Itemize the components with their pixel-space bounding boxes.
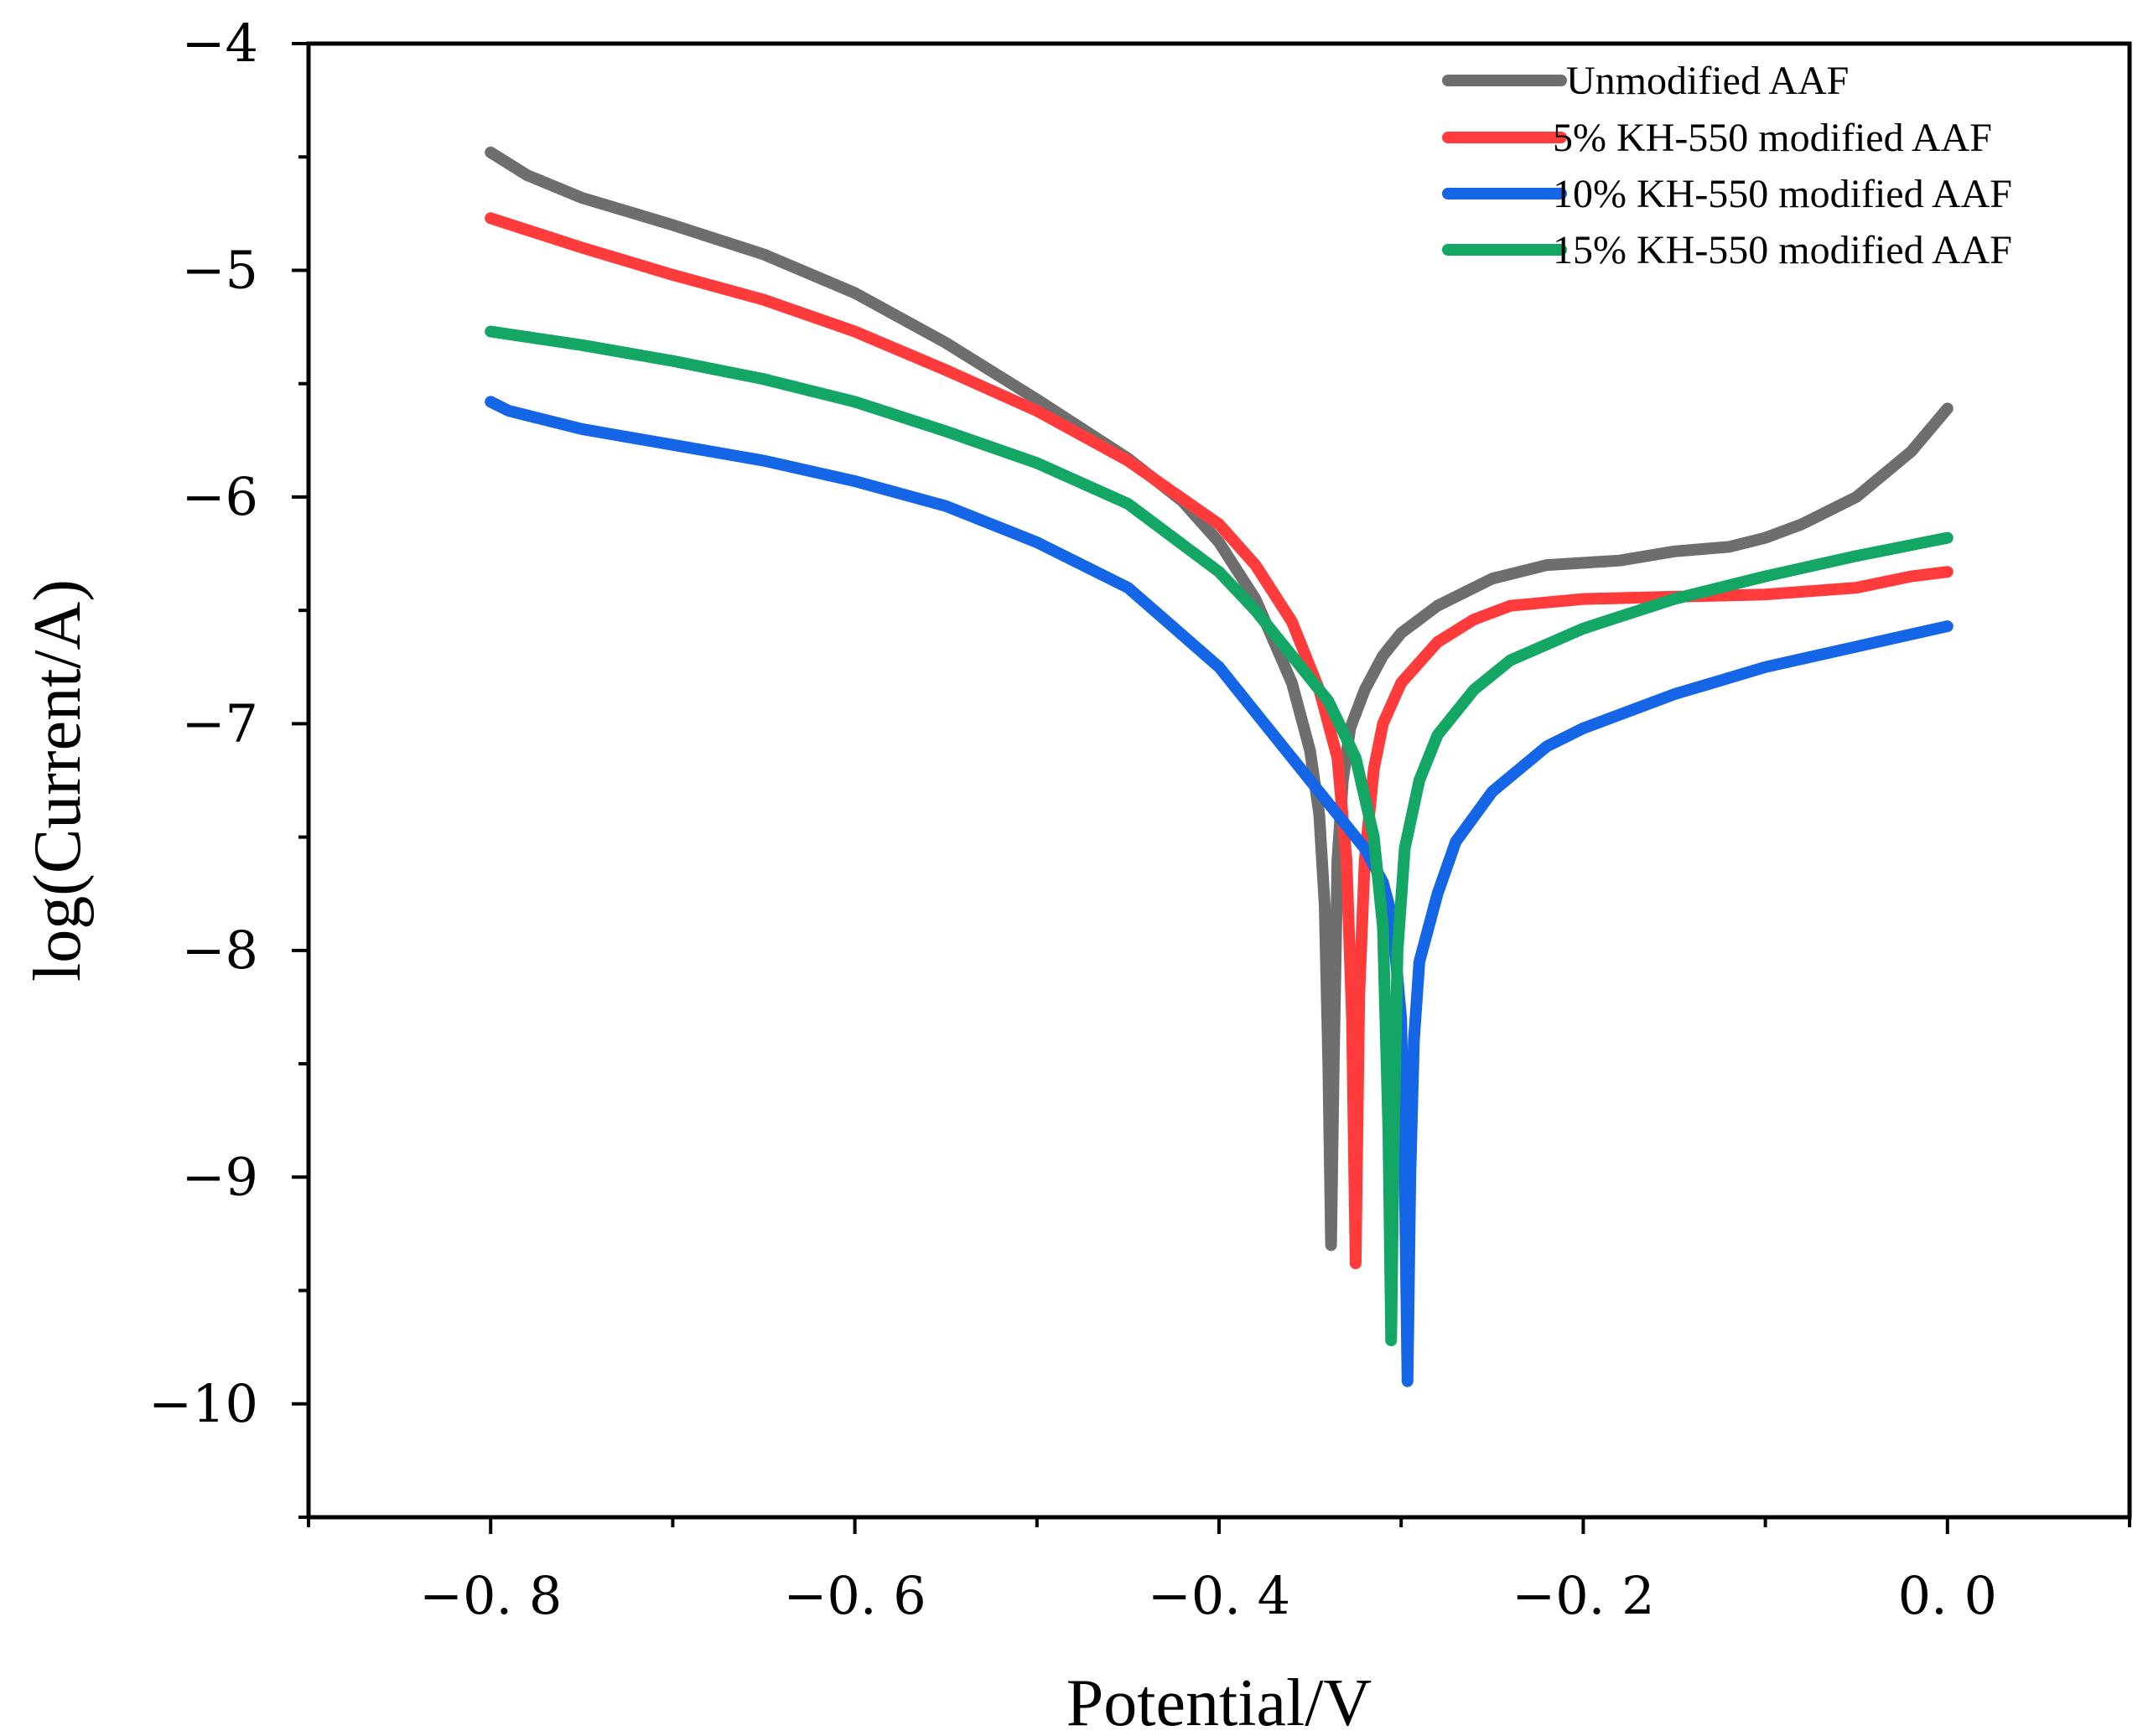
x-tick-label: −0. 8	[419, 1565, 562, 1626]
y-tick-label: −7	[182, 692, 258, 754]
legend-label: 5% KH-550 modified AAF	[1553, 116, 1992, 160]
series-line-2	[485, 212, 1953, 1270]
y-axis-label: log(Current/A)	[21, 579, 95, 982]
y-tick-label: −5	[182, 239, 258, 300]
series-line-1	[485, 146, 1953, 1251]
series-lines	[485, 146, 1953, 1387]
legend-label: 10% KH-550 modified AAF	[1553, 172, 2012, 216]
x-axis-label: Potential/V	[1066, 1666, 1372, 1736]
y-tick-label: −9	[182, 1146, 258, 1207]
x-axis-ticks: −0. 8 −0. 6 −0. 4 −0. 2 0. 0	[307, 1517, 2131, 1626]
series-line-4	[485, 325, 1953, 1346]
y-tick-label: −8	[182, 920, 258, 981]
y-tick-label: −6	[182, 466, 258, 527]
legend-label: 15% KH-550 modified AAF	[1553, 228, 2012, 272]
y-axis-ticks: −4 −5 −6 −7 −8 −9 −10	[148, 13, 309, 1519]
series-line-3	[485, 396, 1953, 1387]
x-tick-label: −0. 6	[783, 1565, 926, 1626]
x-tick-label: −0. 4	[1148, 1565, 1290, 1626]
legend-label: Unmodified AAF	[1566, 59, 1849, 103]
x-tick-label: 0. 0	[1898, 1565, 1997, 1626]
y-tick-label: −10	[148, 1373, 258, 1434]
y-tick-label: −4	[182, 13, 258, 74]
x-tick-label: −0. 2	[1512, 1565, 1654, 1626]
legend: Unmodified AAF 5% KH-550 modified AAF 10% …	[1442, 59, 2012, 272]
